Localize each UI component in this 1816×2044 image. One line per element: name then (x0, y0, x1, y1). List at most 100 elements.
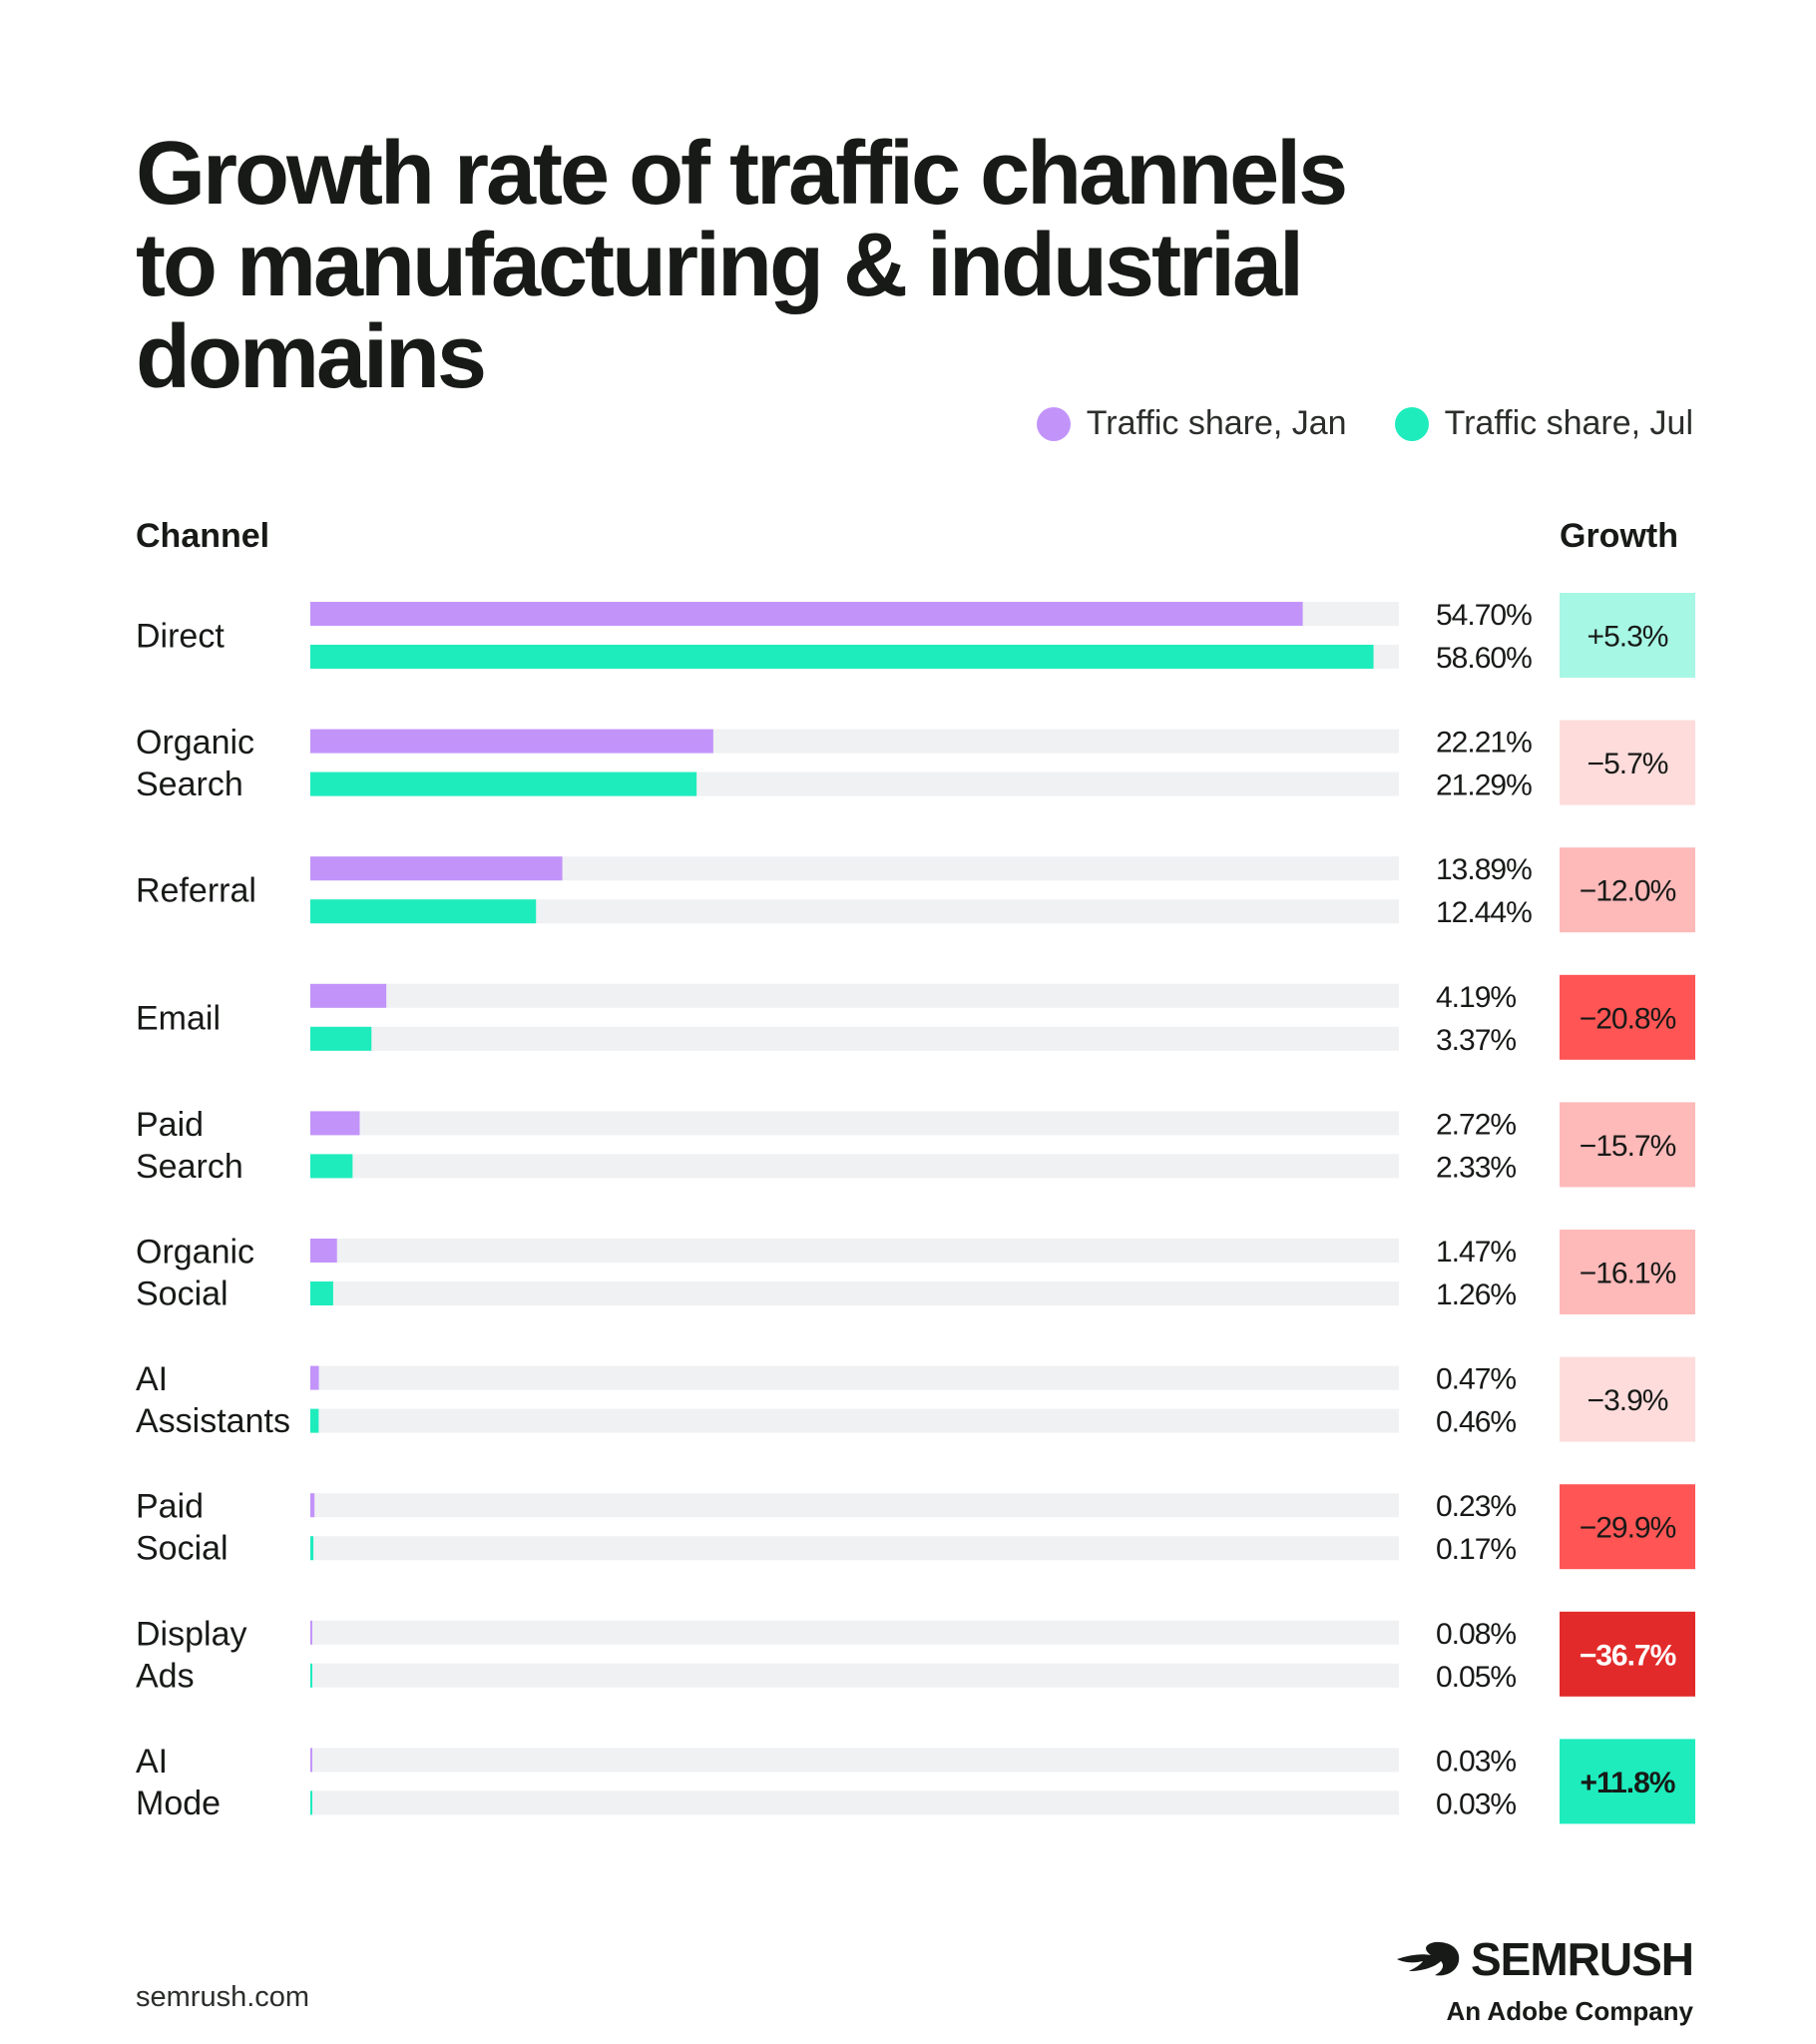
bar-track-8-1 (310, 1663, 1399, 1688)
brand-tagline: An Adobe Company (1446, 1996, 1693, 2026)
value-label-jul-1: 21.29% (1436, 769, 1532, 802)
bar-jan-8 (310, 1620, 312, 1645)
category-label-5-0: Organic (136, 1234, 254, 1272)
bar-jul-2 (310, 899, 537, 924)
legend-label-jul: Traffic share, Jul (1444, 404, 1693, 442)
bar-jan-6 (310, 1365, 319, 1390)
value-label-jan-9: 0.03% (1436, 1745, 1516, 1778)
value-label-jan-3: 4.19% (1436, 981, 1516, 1014)
category-label-7-1: Social (136, 1530, 228, 1568)
bar-jul-5 (310, 1281, 333, 1305)
category-label-0-0: Direct (136, 618, 225, 656)
legend: Traffic share, Jan Traffic share, Jul (989, 404, 1693, 443)
bar-jan-0 (310, 602, 1303, 626)
legend-label-jan: Traffic share, Jan (1086, 404, 1347, 442)
value-label-jul-7: 0.17% (1436, 1533, 1516, 1566)
legend-dot-jan (1036, 406, 1071, 441)
bar-track-9-1 (310, 1790, 1399, 1815)
value-label-jan-1: 22.21% (1436, 727, 1532, 760)
bar-jan-5 (310, 1239, 337, 1263)
growth-label-2: −12.0% (1580, 875, 1676, 908)
bar-jul-1 (310, 771, 697, 796)
growth-label-3: −20.8% (1580, 1002, 1676, 1035)
bar-jul-6 (310, 1408, 319, 1433)
category-label-6-0: AI (136, 1360, 168, 1398)
bar-track-4-0 (310, 1111, 1399, 1136)
growth-badge-9 (1560, 1739, 1695, 1824)
bar-jul-3 (310, 1026, 372, 1051)
bar-track-3-1 (310, 1026, 1399, 1051)
bar-jan-2 (310, 856, 563, 881)
bar-track-3-0 (310, 983, 1399, 1008)
value-label-jul-8: 0.05% (1436, 1661, 1516, 1694)
value-label-jul-0: 58.60% (1436, 642, 1532, 675)
channel-column-header: Channel (136, 517, 270, 555)
category-label-4-0: Paid (136, 1106, 204, 1144)
growth-label-9: +11.8% (1581, 1767, 1675, 1799)
bar-jan-3 (310, 983, 387, 1008)
bar-jul-9 (310, 1790, 312, 1815)
value-label-jul-3: 3.37% (1436, 1024, 1516, 1057)
category-label-1-1: Search (136, 766, 243, 803)
bar-track-6-0 (310, 1365, 1399, 1390)
value-label-jan-2: 13.89% (1436, 853, 1532, 886)
semrush-fire-icon (1396, 1941, 1460, 1976)
legend-item-jul: Traffic share, Jul (1394, 404, 1693, 443)
legend-dot-jul (1394, 406, 1429, 441)
growth-label-6: −3.9% (1588, 1384, 1668, 1417)
bar-track-6-1 (310, 1408, 1399, 1433)
growth-label-8: −36.7% (1580, 1639, 1676, 1672)
bar-jan-9 (310, 1748, 312, 1773)
growth-badge-7 (1560, 1484, 1695, 1570)
value-label-jan-6: 0.47% (1436, 1363, 1516, 1396)
title-line-3: domains (136, 307, 487, 407)
growth-badge-3 (1560, 974, 1695, 1060)
bar-track-5-1 (310, 1281, 1399, 1305)
category-label-4-1: Search (136, 1148, 243, 1186)
value-label-jul-2: 12.44% (1436, 896, 1532, 929)
growth-label-0: +5.3% (1588, 621, 1668, 654)
footer-url: semrush.com (136, 1981, 310, 2013)
growth-label-5: −16.1% (1580, 1258, 1676, 1290)
value-label-jan-4: 2.72% (1436, 1108, 1516, 1141)
growth-badge-2 (1560, 847, 1695, 933)
legend-item-jan: Traffic share, Jan (1036, 404, 1347, 443)
category-label-2-0: Referral (136, 872, 256, 910)
bar-track-5-0 (310, 1239, 1399, 1263)
growth-label-1: −5.7% (1588, 748, 1668, 780)
category-label-8-1: Ads (136, 1657, 195, 1695)
chart-title: Growth rate of traffic channels to manuf… (136, 128, 1692, 403)
bar-jul-7 (310, 1536, 314, 1561)
value-label-jan-8: 0.08% (1436, 1618, 1516, 1651)
growth-badge-5 (1560, 1230, 1695, 1314)
bar-track-9-0 (310, 1748, 1399, 1773)
title-line-2: to manufacturing & industrial (136, 216, 1304, 315)
bar-track-7-1 (310, 1536, 1399, 1561)
value-label-jul-5: 1.26% (1436, 1278, 1516, 1311)
brand-logo: SEMRUSH An Adobe Company (1395, 1936, 1694, 2027)
category-label-3-0: Email (136, 999, 221, 1037)
bar-track-4-1 (310, 1154, 1399, 1179)
category-label-9-0: AI (136, 1743, 168, 1781)
growth-badge-0 (1560, 593, 1695, 678)
bar-jan-7 (310, 1493, 315, 1518)
growth-label-7: −29.9% (1580, 1512, 1676, 1545)
category-label-8-0: Display (136, 1615, 246, 1653)
bar-jul-8 (310, 1663, 312, 1688)
value-label-jan-5: 1.47% (1436, 1236, 1516, 1269)
growth-badge-8 (1560, 1611, 1695, 1697)
value-label-jan-0: 54.70% (1436, 599, 1532, 632)
growth-column-header: Growth (1560, 517, 1678, 555)
growth-badge-4 (1560, 1102, 1695, 1188)
category-label-7-0: Paid (136, 1488, 204, 1526)
growth-label-4: −15.7% (1580, 1130, 1676, 1163)
growth-badge-1 (1560, 720, 1695, 805)
bar-track-8-0 (310, 1620, 1399, 1645)
value-label-jul-9: 0.03% (1436, 1788, 1516, 1820)
category-label-6-1: Assistants (136, 1402, 290, 1440)
bar-jan-1 (310, 729, 713, 754)
value-label-jul-6: 0.46% (1436, 1406, 1516, 1439)
title-line-1: Growth rate of traffic channels (136, 124, 1348, 224)
bar-track-7-0 (310, 1493, 1399, 1518)
